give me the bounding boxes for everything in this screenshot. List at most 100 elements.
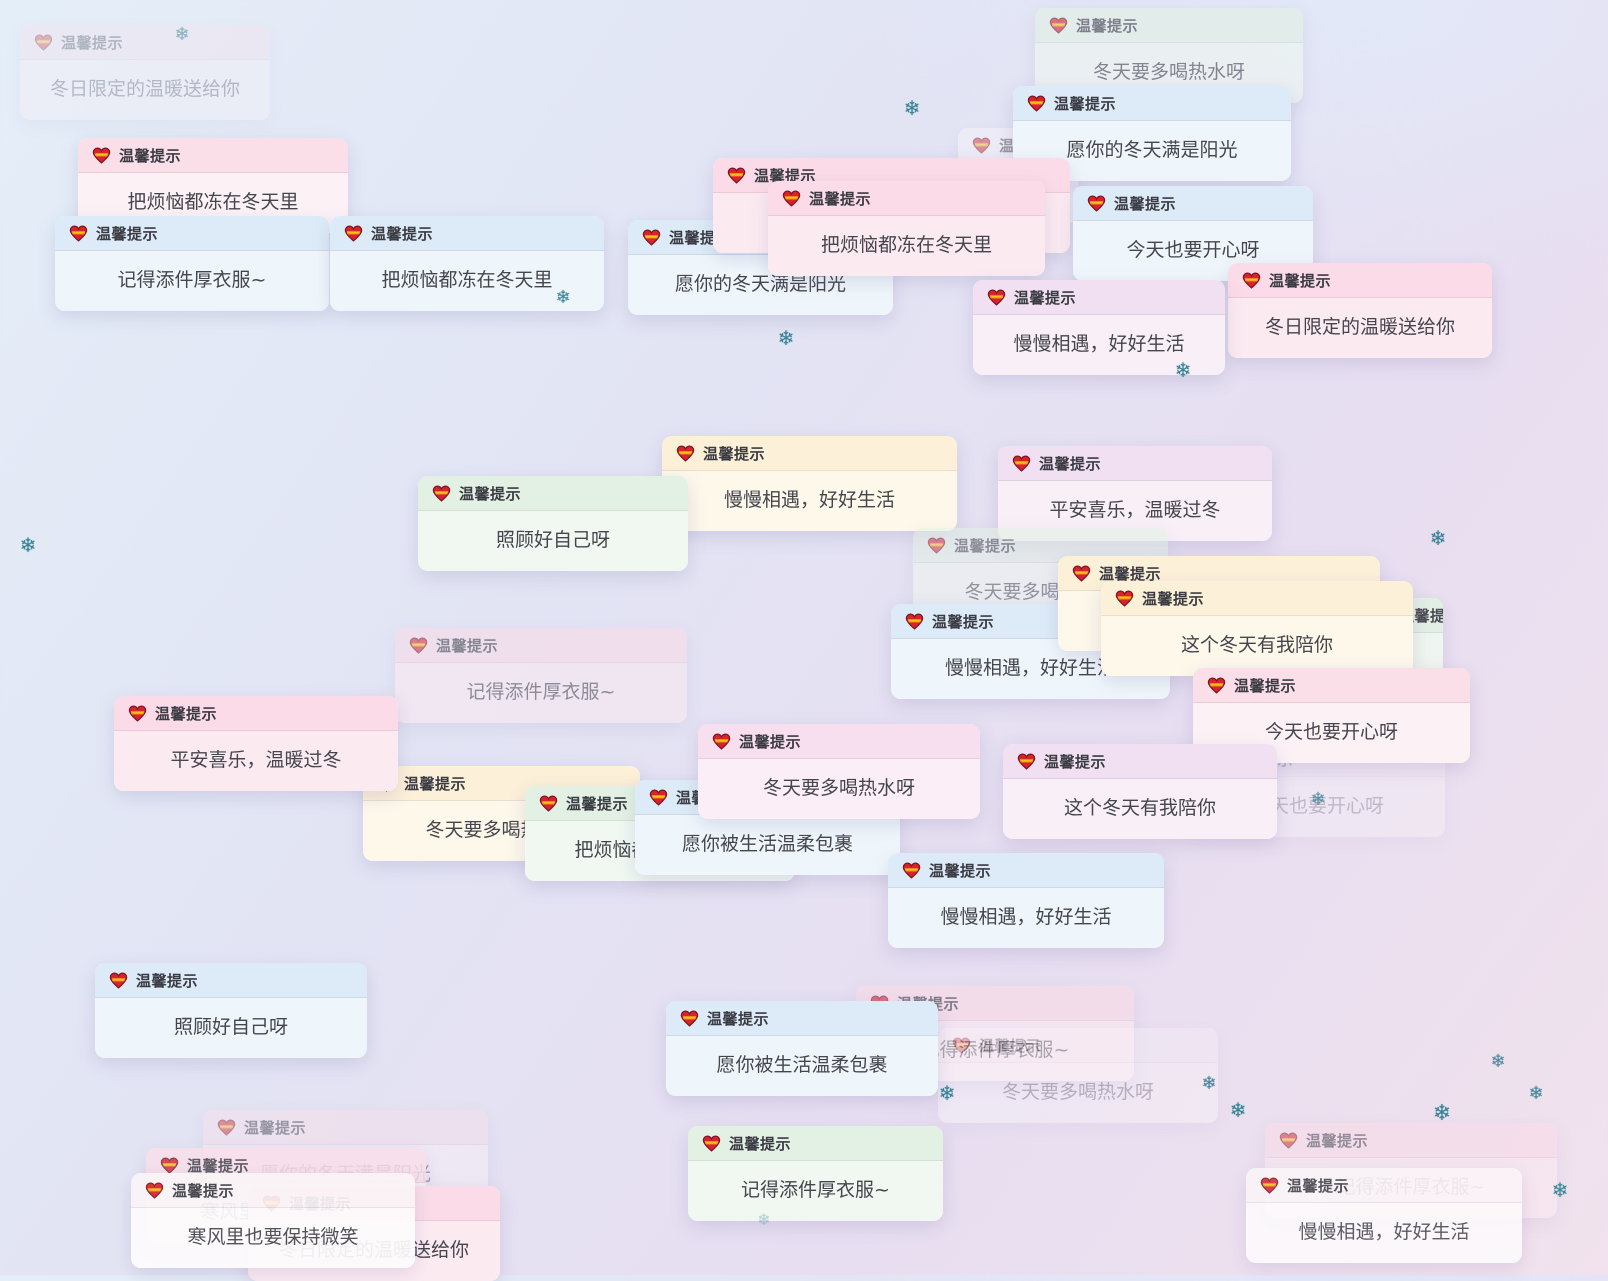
toast-card: 温馨提示 愿你被生活温柔包裹 <box>666 1001 938 1096</box>
heart-icon <box>1072 565 1091 582</box>
snowflake-icon: ❄ <box>1310 789 1326 810</box>
toast-card: 温馨提示 寒风里也要保持微笑 <box>131 1173 415 1268</box>
toast-title: 温馨提示 <box>404 775 467 793</box>
toast-title: 温馨提示 <box>96 225 159 243</box>
heart-icon <box>927 537 946 554</box>
toast-title: 温馨提示 <box>187 1157 250 1175</box>
heart-icon <box>34 34 53 51</box>
toast-header: 温馨提示 <box>55 216 329 251</box>
toast-card: 温馨提示 记得添件厚衣服~ <box>55 216 329 311</box>
toast-title: 温馨提示 <box>1269 272 1332 290</box>
snowflake-icon: ❄ <box>1528 1083 1544 1104</box>
toast-header: 温馨提示 <box>768 181 1045 216</box>
toast-title: 温馨提示 <box>1114 195 1177 213</box>
toast-card: 温馨提示 愿你的冬天满是阳光 <box>1013 86 1291 181</box>
toast-message: 冬日限定的温暖送给你 <box>1228 298 1492 358</box>
toast-title: 温馨提示 <box>739 733 802 751</box>
snowflake-icon: ❄ <box>19 533 37 557</box>
toast-title: 温馨提示 <box>979 1037 1042 1055</box>
toast-title: 温馨提示 <box>703 445 766 463</box>
heart-icon <box>1279 1132 1298 1149</box>
snowflake-icon: ❄ <box>1429 526 1447 550</box>
heart-icon <box>409 637 428 654</box>
snowflake-icon: ❄ <box>903 96 921 120</box>
snowflake-icon: ❄ <box>555 287 571 308</box>
toast-card: 温馨提示 冬日限定的温暖送给你 <box>1228 263 1492 358</box>
toast-header: 温馨提示 <box>95 963 367 998</box>
toast-message: 这个冬天有我陪你 <box>1101 616 1413 676</box>
heart-icon <box>1260 1177 1279 1194</box>
heart-icon <box>217 1119 236 1136</box>
heart-icon <box>160 1157 179 1174</box>
toast-header: 温馨提示 <box>1013 86 1291 121</box>
toast-message: 记得添件厚衣服~ <box>55 251 329 311</box>
heart-icon <box>712 733 731 750</box>
toast-header: 温馨提示 <box>330 216 604 251</box>
toast-header: 温馨提示 <box>1246 1168 1522 1203</box>
toast-message: 记得添件厚衣服~ <box>395 663 687 723</box>
toast-message: 愿你被生活温柔包裹 <box>635 815 900 875</box>
toast-message: 照顾好自己呀 <box>418 511 688 571</box>
toast-header: 温馨提示 <box>20 25 270 60</box>
toast-card: 温馨提示 记得添件厚衣服~ <box>395 628 687 723</box>
toast-title: 温馨提示 <box>954 537 1017 555</box>
heart-icon <box>109 972 128 989</box>
heart-icon <box>905 613 924 630</box>
toast-header: 温馨提示 <box>1035 8 1303 43</box>
toast-header: 温馨提示 <box>1193 668 1470 703</box>
toast-header: 温馨提示 <box>1003 744 1277 779</box>
heart-icon <box>1049 17 1068 34</box>
toast-header: 温馨提示 <box>973 280 1225 315</box>
toast-card: 温馨提示 冬天要多喝热水呀 <box>938 1028 1218 1123</box>
heart-icon <box>987 289 1006 306</box>
snowflake-icon: ❄ <box>1551 1178 1569 1202</box>
heart-icon <box>680 1010 699 1027</box>
toast-card: 温馨提示 平安喜乐，温暖过冬 <box>114 696 398 791</box>
toast-message: 记得添件厚衣服~ <box>688 1161 943 1221</box>
heart-icon <box>539 795 558 812</box>
toast-header: 温馨提示 <box>998 446 1272 481</box>
toast-card: 温馨提示 这个冬天有我陪你 <box>1101 581 1413 676</box>
toast-title: 温馨提示 <box>929 862 992 880</box>
toast-message: 冬天要多喝热水呀 <box>698 759 980 819</box>
toast-title: 温馨提示 <box>172 1182 235 1200</box>
toast-title: 温馨提示 <box>436 637 499 655</box>
toast-card: 温馨提示 把烦恼都冻在冬天里 <box>330 216 604 311</box>
heart-icon <box>902 862 921 879</box>
toast-title: 温馨提示 <box>371 225 434 243</box>
toast-header: 温馨提示 <box>698 724 980 759</box>
toast-message: 慢慢相遇，好好生活 <box>662 471 957 531</box>
toast-header: 温馨提示 <box>666 1001 938 1036</box>
toast-title: 温馨提示 <box>1039 455 1102 473</box>
snowflake-icon: ❄ <box>174 24 190 45</box>
toast-title: 温馨提示 <box>932 613 995 631</box>
toast-title: 温馨提示 <box>754 167 817 185</box>
heart-icon <box>782 190 801 207</box>
toast-header: 温馨提示 <box>1101 581 1413 616</box>
toast-card: 温馨提示 慢慢相遇，好好生活 <box>888 853 1164 948</box>
snowflake-icon: ❄ <box>777 326 795 350</box>
snowflake-icon: ❄ <box>1432 1101 1452 1126</box>
heart-icon <box>727 167 746 184</box>
snowflake-icon: ❄ <box>1229 1098 1247 1122</box>
toast-message: 冬日限定的温暖送给你 <box>20 60 270 120</box>
toast-message: 把烦恼都冻在冬天里 <box>330 251 604 311</box>
toast-card: 温馨提示 今天也要开心呀 <box>1073 186 1313 281</box>
heart-icon <box>649 789 668 806</box>
toast-message: 慢慢相遇，好好生活 <box>1246 1203 1522 1263</box>
heart-icon <box>1017 753 1036 770</box>
toast-title: 温馨提示 <box>1054 95 1117 113</box>
heart-icon <box>1087 195 1106 212</box>
toast-card: 温馨提示 冬天要多喝热水呀 <box>698 724 980 819</box>
toast-title: 温馨提示 <box>1234 677 1297 695</box>
toast-title: 温馨提示 <box>1142 590 1205 608</box>
toast-title: 温馨提示 <box>1014 289 1077 307</box>
heart-icon <box>1207 677 1226 694</box>
toast-message: 照顾好自己呀 <box>95 998 367 1058</box>
toast-message: 把烦恼都冻在冬天里 <box>768 216 1045 276</box>
heart-icon <box>642 229 661 246</box>
toast-card: 温馨提示 慢慢相遇，好好生活 <box>973 280 1225 375</box>
toast-header: 温馨提示 <box>888 853 1164 888</box>
toast-card: 温馨提示 慢慢相遇，好好生活 <box>662 436 957 531</box>
